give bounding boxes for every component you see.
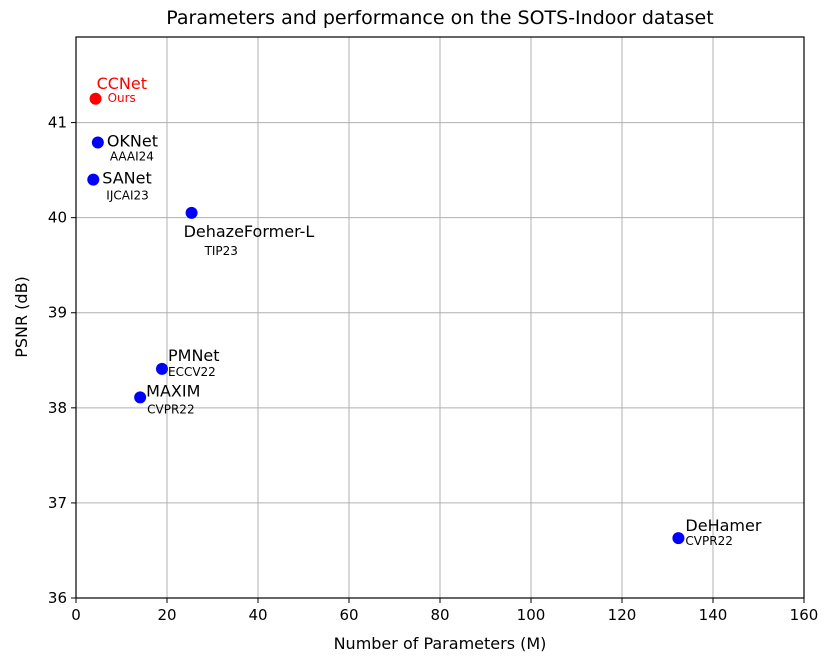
point-venue-label: TIP23: [204, 244, 238, 258]
data-point: [87, 173, 100, 186]
x-tick-label: 80: [430, 606, 449, 624]
point-venue-label: AAAI24: [110, 150, 154, 164]
point-label: DeHamer: [685, 516, 761, 535]
point-venue-label: Ours: [108, 91, 136, 105]
x-tick-label: 40: [248, 606, 267, 624]
grid: [75, 37, 805, 599]
point-venue-label: ECCV22: [168, 365, 216, 379]
data-point: [91, 136, 104, 149]
y-axis-label: PSNR (dB): [12, 276, 31, 358]
y-tick-label: 37: [48, 494, 67, 512]
data-point: [134, 391, 147, 404]
point-label: SANet: [102, 169, 151, 188]
chart-title: Parameters and performance on the SOTS-I…: [166, 7, 713, 29]
x-tick-label: 60: [339, 606, 358, 624]
x-tick-label: 160: [790, 606, 819, 624]
x-tick-label: 140: [699, 606, 728, 624]
x-tick-label: 20: [157, 606, 176, 624]
y-tick-label: 38: [48, 399, 67, 417]
y-tick-label: 41: [48, 114, 67, 132]
point-label: OKNet: [107, 132, 158, 151]
point-label: PMNet: [168, 346, 220, 365]
point-label: MAXIM: [146, 381, 200, 400]
data-point: [89, 92, 102, 105]
plot-frame: [75, 36, 805, 599]
x-tick-label: 120: [608, 606, 637, 624]
y-tick-label: 40: [48, 209, 67, 227]
data-point: [155, 362, 168, 375]
y-tick-label: 39: [48, 304, 67, 322]
point-venue-label: CVPR22: [685, 534, 732, 548]
y-tick-label: 36: [48, 589, 67, 607]
point-venue-label: CVPR22: [147, 402, 194, 416]
axis-ticks: 0 20 40 60 80 100 120 140 160 36 37 38 39 40 41: [48, 114, 818, 624]
point-venue-label: IJCAI23: [106, 189, 148, 203]
point-label: DehazeFormer-L: [184, 222, 315, 241]
point-label: CCNet: [97, 74, 147, 93]
data-point: [672, 532, 685, 545]
x-axis-label: Number of Parameters (M): [334, 634, 547, 653]
data-point: [185, 206, 198, 219]
x-tick-label: 0: [71, 606, 81, 624]
x-tick-label: 100: [517, 606, 546, 624]
